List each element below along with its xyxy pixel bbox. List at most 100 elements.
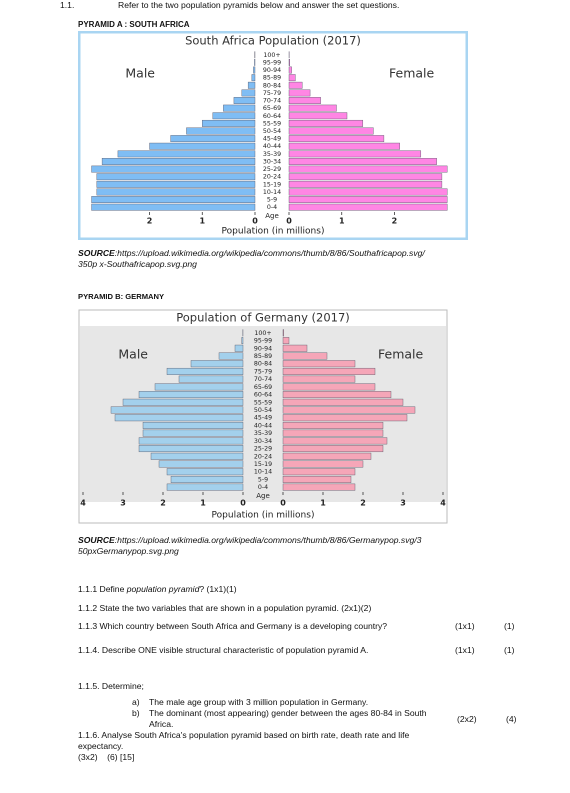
age-label: 5-9 <box>258 476 268 483</box>
bar <box>247 81 256 89</box>
text: 1.1.1 Define <box>78 584 127 594</box>
chart: South Africa Population (2017) 100+95-999… <box>78 31 468 240</box>
bar <box>288 81 303 89</box>
bar <box>251 74 256 82</box>
marks: (1) <box>504 621 515 631</box>
bar <box>233 97 256 104</box>
age-label: 60-64 <box>254 392 272 399</box>
source-line: 50pxGermanypop.svg.png <box>78 546 179 556</box>
age-label: 50-54 <box>263 128 281 135</box>
bar <box>288 119 364 127</box>
age-label: 20-24 <box>263 174 281 181</box>
bar <box>288 196 448 203</box>
x-tick-label: 0 <box>280 499 286 508</box>
source-line: 350p x-Southafricapop.svg.png <box>78 259 197 269</box>
item-letter: a) <box>132 697 140 707</box>
age-label: 30-34 <box>254 438 272 445</box>
source-line: :https://upload.wikimedia.org/wikipedia/… <box>114 248 425 258</box>
age-label: 0-4 <box>258 484 268 491</box>
age-label: 90-94 <box>254 345 272 352</box>
bar <box>241 89 256 97</box>
bar <box>166 367 244 375</box>
x-tick-label: 3 <box>400 499 406 508</box>
bar <box>138 445 244 453</box>
age-label: 65-69 <box>263 105 281 112</box>
bar <box>282 475 352 483</box>
bar <box>110 406 244 414</box>
bar <box>234 344 244 352</box>
x-axis-title: Population (in millions) <box>222 227 325 237</box>
bar <box>282 483 356 491</box>
age-label: 45-49 <box>263 136 281 143</box>
age-label: 15-19 <box>254 461 272 468</box>
pyramid-label: PYRAMID B: GERMANY <box>78 292 165 301</box>
age-label: 85-89 <box>263 75 281 82</box>
legend-label: Female <box>378 347 424 362</box>
bar <box>282 352 328 360</box>
age-axis-title: Age <box>256 492 270 500</box>
x-tick-label: 1 <box>339 217 345 226</box>
bar <box>158 460 244 468</box>
bar <box>138 391 244 399</box>
bar <box>282 414 408 422</box>
bar <box>288 150 422 158</box>
marks: (3x2) (6) [15] <box>78 752 135 762</box>
bar <box>282 468 356 476</box>
age-label: 70-74 <box>263 98 281 105</box>
bar <box>288 97 321 104</box>
plot-area <box>80 326 446 502</box>
bar <box>101 158 256 165</box>
bar <box>282 383 376 391</box>
bar <box>142 421 244 429</box>
bar <box>114 414 244 422</box>
age-label: 85-89 <box>254 353 272 360</box>
age-axis-title: Age <box>265 212 279 220</box>
source: SOURCE:https://upload.wikimedia.org/wiki… <box>78 535 421 546</box>
bar <box>149 142 256 150</box>
bar <box>288 180 443 188</box>
bar <box>282 406 416 414</box>
x-tick-label: 0 <box>252 217 258 226</box>
bar <box>288 74 296 82</box>
bar <box>282 437 388 445</box>
source-line: :https://upload.wikimedia.org/wikipedia/… <box>114 535 422 545</box>
bar <box>282 344 308 352</box>
bar <box>288 142 400 150</box>
age-label: 100+ <box>263 52 280 59</box>
age-label: 75-79 <box>263 90 281 97</box>
age-label: 20-24 <box>254 453 272 460</box>
bar <box>96 188 256 196</box>
bar <box>142 429 244 437</box>
age-label: 25-29 <box>254 446 272 453</box>
bar <box>282 429 384 437</box>
age-label: 55-59 <box>263 120 281 127</box>
question: 1.1.3 Which country between South Africa… <box>78 621 388 631</box>
age-label: 100+ <box>254 330 271 337</box>
chart-title: South Africa Population (2017) <box>185 34 361 48</box>
age-label: 70-74 <box>254 376 272 383</box>
bar <box>166 468 244 476</box>
bar <box>282 367 376 375</box>
source: SOURCE:https://upload.wikimedia.org/wiki… <box>78 248 425 259</box>
bar <box>288 112 348 120</box>
bar <box>282 391 392 399</box>
age-label: 95-99 <box>254 338 272 345</box>
allocation: (1x1) <box>455 645 475 655</box>
plot-area <box>81 34 465 237</box>
bar <box>288 104 337 112</box>
bar <box>223 104 256 112</box>
age-label: 80-84 <box>263 82 281 89</box>
bar <box>117 150 256 158</box>
x-tick-label: 0 <box>240 499 246 508</box>
x-axis-title: Population (in millions) <box>212 511 315 521</box>
x-tick-label: 2 <box>147 217 153 226</box>
bar <box>190 360 244 368</box>
bar <box>282 329 285 337</box>
bar <box>282 452 372 460</box>
bar <box>178 375 244 383</box>
bar <box>91 196 256 203</box>
x-tick-label: 1 <box>320 499 326 508</box>
age-label: 65-69 <box>254 384 272 391</box>
bar <box>150 452 244 460</box>
